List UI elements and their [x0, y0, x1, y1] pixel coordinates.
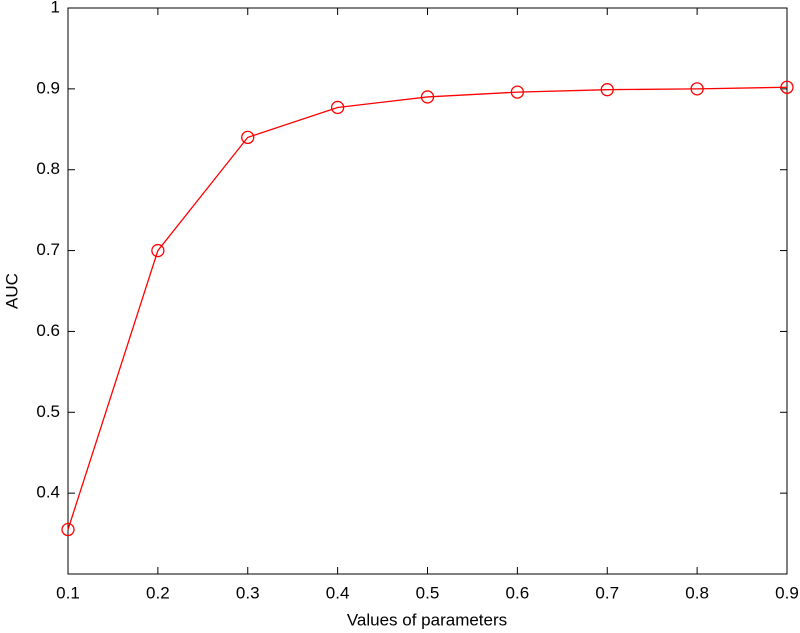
point-marker: [600, 83, 614, 97]
x-tick-label: 0.4: [326, 583, 350, 602]
point-marker: [420, 90, 435, 104]
x-tick-label: 0.9: [775, 583, 799, 602]
y-axis-label: AUC: [2, 273, 21, 309]
point-marker: [151, 243, 165, 258]
y-tick-label: 0.9: [36, 78, 60, 97]
x-tick-label: 0.7: [595, 583, 619, 602]
plot-frame: [67, 7, 788, 575]
y-tick-label: 1: [51, 0, 60, 16]
point-marker: [690, 82, 704, 96]
x-tick-label: 0.2: [146, 583, 170, 602]
y-tick-label: 0.7: [36, 240, 60, 259]
x-tick-label: 0.1: [56, 583, 80, 602]
y-tick-label: 0.4: [36, 483, 60, 502]
point-marker: [241, 130, 255, 145]
x-tick-label: 0.5: [416, 583, 440, 602]
point-marker: [510, 85, 525, 99]
x-tick-label: 0.6: [506, 583, 530, 602]
series-line: [67, 86, 788, 530]
point-marker: [780, 80, 794, 94]
x-tick-label: 0.8: [685, 583, 709, 602]
point-marker: [330, 100, 345, 115]
point-marker: [61, 522, 75, 537]
x-tick-label: 0.3: [236, 583, 260, 602]
y-tick-label: 0.5: [36, 402, 60, 421]
y-tick-label: 0.8: [36, 159, 60, 178]
x-axis-label: Values of parameters: [347, 610, 507, 629]
y-tick-label: 0.6: [36, 321, 60, 340]
